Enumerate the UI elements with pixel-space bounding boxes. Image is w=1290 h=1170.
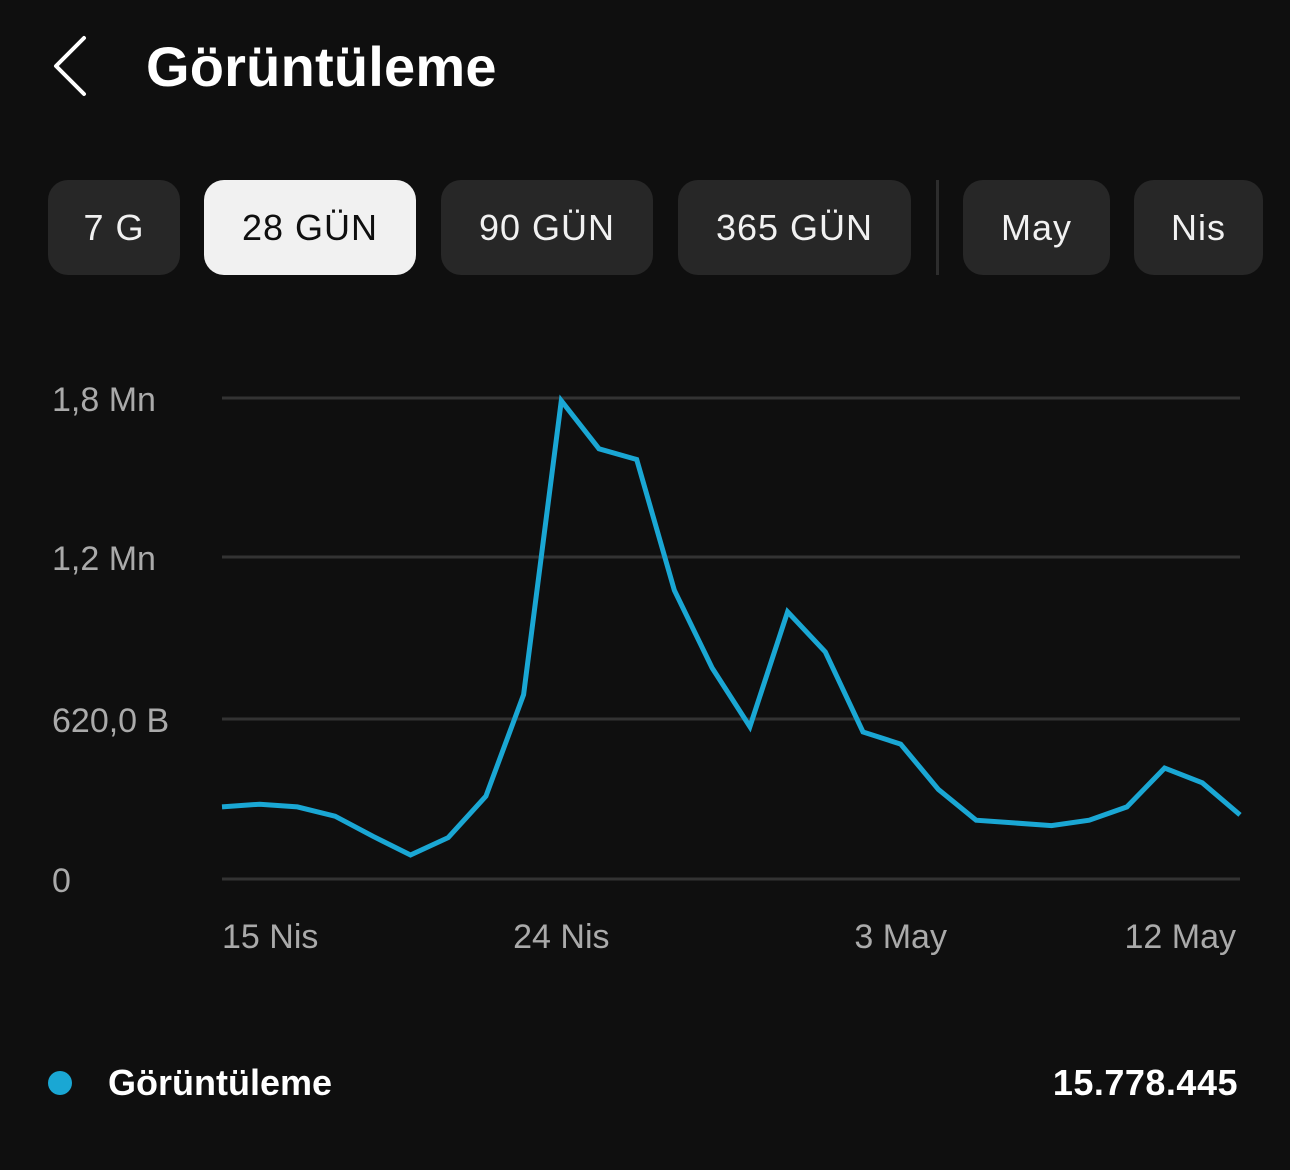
chip-28-days[interactable]: 28 GÜN bbox=[204, 180, 416, 275]
legend-label: Görüntüleme bbox=[108, 1062, 333, 1103]
chevron-left-icon bbox=[54, 36, 86, 96]
page-title: Görüntüleme bbox=[146, 35, 497, 98]
chip-divider bbox=[936, 180, 939, 275]
legend-swatch bbox=[48, 1071, 72, 1095]
x-tick-label: 15 Nis bbox=[222, 918, 318, 956]
header: Görüntüleme bbox=[0, 0, 1290, 140]
chip-90-days[interactable]: 90 GÜN bbox=[441, 180, 653, 275]
views-line-chart: 0 620,0 B 1,2 Mn 1,8 Mn 15 Nis 24 Nis 3 May 12… bbox=[52, 381, 1242, 956]
period-chip-bar: 7 G 28 GÜN 90 GÜN 365 GÜN May Nis bbox=[0, 180, 1290, 276]
chip-may[interactable]: May bbox=[963, 180, 1110, 275]
x-tick-label: 24 Nis bbox=[513, 918, 609, 956]
legend: Görüntüleme 15.778.445 bbox=[0, 1050, 1290, 1120]
x-tick-label: 3 May bbox=[854, 918, 947, 956]
series-line-views bbox=[221, 394, 1242, 858]
total-views-value: 15.778.445 bbox=[1052, 1062, 1238, 1103]
x-tick-label: 12 May bbox=[1125, 918, 1237, 956]
chip-365-days[interactable]: 365 GÜN bbox=[678, 180, 911, 275]
chip-nis[interactable]: Nis bbox=[1134, 180, 1263, 275]
y-tick-label: 1,2 Mn bbox=[52, 540, 156, 578]
chip-7-days[interactable]: 7 G bbox=[48, 180, 180, 275]
y-tick-label: 1,8 Mn bbox=[52, 381, 156, 419]
y-tick-label: 0 bbox=[52, 862, 71, 900]
y-tick-label: 620,0 B bbox=[52, 702, 169, 740]
back-button[interactable] bbox=[40, 30, 110, 102]
